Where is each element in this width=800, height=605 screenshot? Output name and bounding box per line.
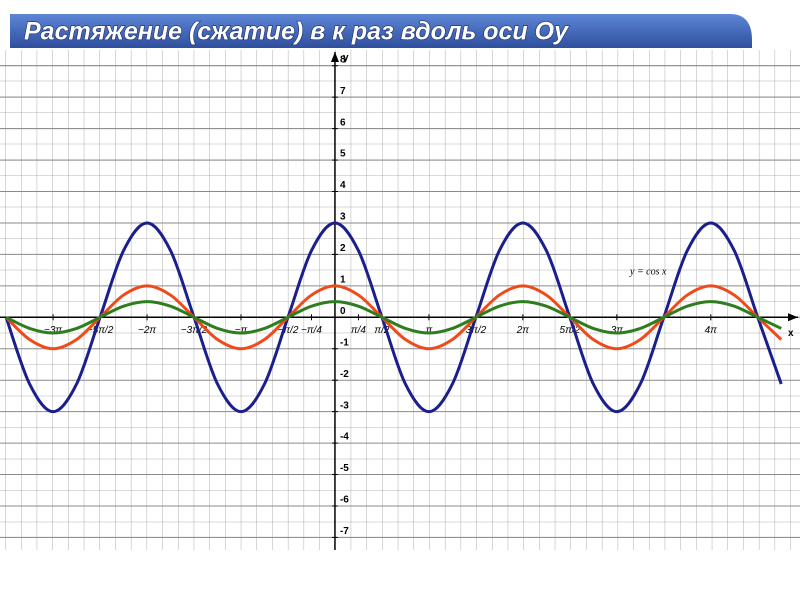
x-tick-label: −5π/2 xyxy=(87,325,114,336)
title-banner xyxy=(10,14,752,48)
y-tick-label: 6 xyxy=(340,117,346,128)
x-tick-label: 2π xyxy=(516,325,530,336)
x-tick-label: 3π xyxy=(611,325,624,336)
y-tick-label: -3 xyxy=(340,400,349,411)
y-axis-arrow xyxy=(330,52,339,62)
x-tick-label: −π/2 xyxy=(278,325,299,336)
x-axis-arrow xyxy=(788,313,798,322)
y-tick-label: 1 xyxy=(340,274,346,285)
x-axis-label: x xyxy=(788,328,794,339)
y-tick-label: -4 xyxy=(340,432,349,443)
x-tick-label: 4π xyxy=(705,325,718,336)
x-tick-label: π/4 xyxy=(351,325,366,336)
x-tick-label: 5π/2 xyxy=(560,325,581,336)
y-tick-label: 0 xyxy=(340,306,346,317)
y-tick-label: -6 xyxy=(340,495,349,506)
y-tick-label: 5 xyxy=(340,149,346,160)
y-tick-label: -2 xyxy=(340,369,349,380)
y-tick-label: 8 xyxy=(340,54,346,65)
x-tick-label: −3π xyxy=(44,325,62,336)
y-tick-label: 2 xyxy=(340,243,346,254)
chart-title: Растяжение (сжатие) в к раз вдоль оси Оу xyxy=(24,18,569,46)
minor-grid xyxy=(0,50,800,550)
y-tick-label: -7 xyxy=(340,526,349,537)
y-tick-label: -5 xyxy=(340,463,349,474)
y-tick-label: -1 xyxy=(340,337,349,348)
series-line xyxy=(4,221,783,414)
annotation: y = cos x xyxy=(629,266,667,277)
y-tick-label: 4 xyxy=(340,180,346,191)
series-line xyxy=(5,284,783,351)
x-tick-label: 3π/2 xyxy=(466,325,487,336)
x-tick-label: π/2 xyxy=(374,325,389,336)
x-tick-label: π xyxy=(426,325,433,336)
x-tick-label: −π/4 xyxy=(301,325,322,336)
y-tick-label: 3 xyxy=(340,212,346,223)
series-line xyxy=(5,300,782,335)
x-tick-label: −2π xyxy=(138,325,156,336)
y-axis-label: y xyxy=(343,53,349,64)
x-tick-label: −π xyxy=(235,325,248,336)
x-tick-label: −3π/2 xyxy=(181,325,208,336)
y-tick-label: 7 xyxy=(340,86,346,97)
